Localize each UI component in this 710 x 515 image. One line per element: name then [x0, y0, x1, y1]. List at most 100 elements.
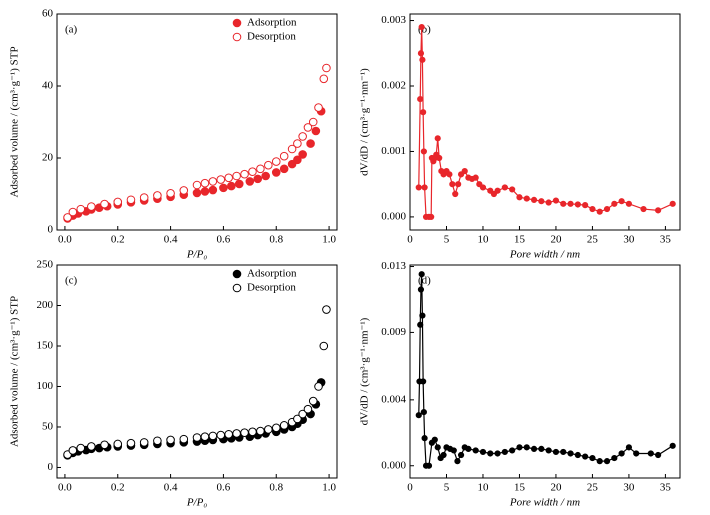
data-point	[530, 196, 538, 203]
data-point	[450, 447, 457, 454]
data-point	[472, 174, 479, 181]
data-point	[611, 200, 618, 207]
data-point	[479, 448, 487, 456]
x-tick-label: 35	[660, 482, 672, 494]
data-point	[271, 157, 281, 166]
x-tick-label: 35	[660, 234, 672, 246]
x-tick-label: 0.8	[269, 234, 283, 246]
data-point	[567, 200, 574, 207]
data-point	[417, 50, 425, 57]
data-point	[449, 181, 456, 188]
data-point	[264, 425, 273, 434]
data-point	[271, 423, 281, 433]
data-point	[319, 74, 329, 84]
data-point	[200, 178, 210, 188]
data-point	[208, 431, 218, 441]
data-point	[200, 432, 210, 441]
x-tick-label: 1.0	[322, 482, 336, 494]
data-point	[153, 436, 162, 446]
data-point	[126, 438, 136, 448]
data-point	[216, 175, 226, 184]
data-point	[538, 198, 545, 205]
x-axis-label: Pore width / nm	[509, 249, 580, 261]
x-tick-label: 0.2	[111, 234, 125, 246]
data-point	[523, 195, 530, 202]
data-point	[166, 188, 175, 198]
data-point	[113, 197, 123, 207]
data-point	[298, 409, 307, 419]
x-tick-label: 10	[477, 482, 489, 494]
data-point	[596, 208, 603, 215]
data-point	[314, 382, 323, 391]
data-point	[589, 205, 596, 213]
x-tick-label: 0.2	[111, 482, 125, 494]
data-point	[421, 184, 428, 191]
data-point	[436, 154, 443, 162]
data-point	[452, 190, 459, 198]
x-tick-label: 0.4	[164, 234, 178, 246]
data-point	[509, 186, 516, 193]
data-point	[446, 171, 453, 178]
data-point	[465, 445, 472, 452]
data-point	[256, 426, 265, 436]
x-tick-label: 30	[623, 482, 635, 494]
data-point	[415, 412, 422, 419]
x-tick-label: 15	[514, 482, 526, 494]
data-point	[501, 448, 508, 456]
data-point	[669, 200, 676, 207]
data-point	[494, 187, 501, 194]
x-tick-label: 0	[407, 234, 413, 246]
data-point	[298, 150, 307, 159]
data-point	[494, 450, 501, 457]
data-point	[192, 188, 202, 198]
data-point	[545, 447, 552, 454]
series-line	[418, 27, 673, 218]
plot-frame	[56, 13, 338, 231]
data-point	[669, 442, 676, 449]
data-point	[418, 23, 425, 31]
data-point	[232, 429, 241, 438]
data-point	[415, 184, 422, 191]
data-point	[139, 193, 149, 202]
data-point	[417, 95, 424, 103]
data-point	[227, 181, 236, 191]
plot-frame	[409, 264, 681, 479]
data-point	[417, 321, 424, 328]
data-point	[153, 191, 162, 200]
data-point	[76, 204, 86, 214]
panel-label: (c)	[65, 275, 78, 287]
data-point	[472, 447, 479, 454]
data-point	[100, 199, 109, 209]
x-tick-label: 0.0	[58, 482, 72, 494]
x-tick-label: 0.4	[164, 482, 178, 494]
data-point	[589, 454, 596, 462]
data-point	[611, 454, 618, 462]
data-point	[139, 438, 149, 447]
data-point	[192, 180, 202, 190]
x-tick-label: 0	[407, 482, 413, 494]
data-point	[420, 378, 427, 385]
data-point	[434, 135, 441, 142]
x-axis-label: Pore width / nm	[509, 497, 580, 509]
y-tick-label: 0	[48, 461, 54, 473]
data-point	[420, 109, 427, 116]
x-tick-label: 10	[477, 234, 489, 246]
legend-marker	[232, 18, 242, 28]
data-point	[303, 123, 313, 132]
data-point	[640, 205, 647, 213]
data-point	[314, 103, 323, 112]
data-point	[261, 171, 270, 181]
data-point	[224, 429, 233, 439]
y-tick-label: 40	[42, 80, 54, 92]
data-point	[179, 186, 189, 195]
x-tick-label: 0.0	[58, 234, 72, 246]
data-point	[271, 168, 281, 177]
data-point	[655, 451, 662, 459]
data-point	[479, 184, 487, 191]
x-tick-label: 20	[550, 482, 562, 494]
data-point	[322, 305, 331, 314]
legend-marker	[232, 283, 242, 293]
data-point	[287, 144, 297, 154]
data-point	[618, 198, 625, 205]
